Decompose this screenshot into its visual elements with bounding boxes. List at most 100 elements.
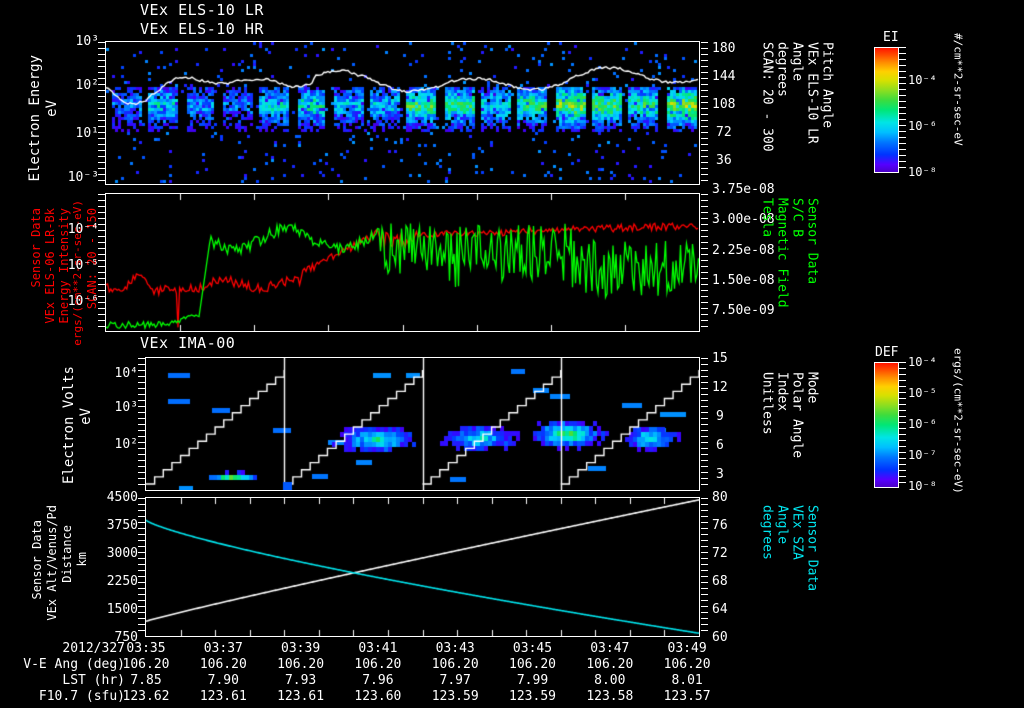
panel2-right-ytick-0: 3.75e-08 [712, 182, 775, 197]
table-cell-r1-c5: 106.20 [509, 657, 556, 672]
panel3-right-axis-label-1: Index [774, 372, 790, 412]
panel-electron-energy-spectrogram[interactable] [105, 41, 700, 185]
table-cell-r1-c1: 106.20 [199, 657, 247, 672]
panel3-right-ytick-4: 3 [716, 467, 724, 482]
panel1-colorbar-tick-1: 10⁻⁶ [908, 119, 937, 133]
panel3-title: VEx IMA-00 [140, 334, 236, 352]
table-cell-r0-c3: 03:41 [358, 641, 398, 656]
panel3-right-minor-ticks [701, 358, 708, 490]
panel3-right-axis-label-2: Polar Angle [789, 372, 805, 459]
panel1-ytick-3: 10⁻³ [67, 170, 99, 185]
table-cell-r3-c1: 123.61 [199, 689, 247, 704]
panel1-right-axis-label-3: VEx ELS-10 LR [804, 42, 820, 144]
panel2-ytick-1: 10⁻⁵ [67, 258, 99, 273]
panel3-colorbar-ticks [899, 362, 906, 488]
table-cell-r3-c0: 123.62 [122, 689, 170, 704]
panel4-left-axis-label-2: Distance [60, 525, 74, 583]
panel2-right-ytick-4: 7.50e-09 [712, 303, 775, 318]
panel4-right-ytick-4: 64 [712, 602, 728, 617]
panel1-right-minor-ticks [701, 42, 708, 184]
panel2-right-ytick-3: 1.50e-08 [712, 273, 775, 288]
table-cell-r2-c1: 7.90 [207, 673, 239, 688]
table-cell-r2-c0: 7.85 [130, 673, 162, 688]
table-row-label-1: V-E Ang (deg) [23, 657, 125, 672]
table-cell-r3-c7: 123.57 [663, 689, 711, 704]
table-cell-r0-c2: 03:39 [281, 641, 321, 656]
panel3-right-axis-label-0: Unitless [759, 372, 775, 435]
table-cell-r2-c7: 8.01 [671, 673, 703, 688]
panel1-right-ytick-3: 72 [716, 125, 732, 140]
panel3-colorbar-tick-1: 10⁻⁵ [908, 386, 937, 400]
panel2-right-axis-label-3: Tesla [759, 198, 775, 238]
panel2-right-ytick-1: 3.00e-08 [712, 212, 775, 227]
panel1-ytick-0: 10³ [75, 34, 99, 49]
panel1-colorbar-unit: #/cm**2-sr-sec-eV [951, 33, 965, 146]
panel2-ytick-0: 10⁻⁴ [67, 222, 99, 237]
panel4-left-minor-ticks [138, 498, 145, 636]
panel1-colorbar-tick-2: 10⁻⁸ [908, 165, 937, 179]
panel1-left-minor-ticks [98, 42, 105, 184]
panel3-colorbar [874, 362, 899, 488]
table-cell-r0-c4: 03:43 [435, 641, 475, 656]
table-cell-r3-c5: 123.59 [509, 689, 556, 704]
panel1-right-axis-label-0: SCAN: 20 - 300 [759, 42, 775, 152]
table-cell-r2-c2: 7.93 [284, 673, 317, 688]
panel1-title-line2: VEx ELS-10 HR [140, 20, 264, 38]
panel3-colorbar-tick-0: 10⁻⁴ [908, 355, 937, 369]
panel2-right-axis-label-0: Sensor Data [804, 198, 820, 285]
panel2-right-minor-ticks [701, 194, 708, 331]
panel4-ytick-1: 3750 [106, 518, 138, 533]
panel3-right-ytick-2: 9 [716, 409, 724, 424]
panel4-right-minor-ticks [701, 498, 708, 636]
table-row-label-2: LST (hr) [62, 673, 125, 688]
table-cell-r1-c6: 106.20 [586, 657, 634, 672]
panel1-right-axis-label-2: Angle [789, 42, 805, 82]
panel4-ytick-5: 750 [114, 630, 138, 645]
panel4-right-ytick-2: 72 [712, 546, 728, 561]
panel1-ytick-1: 10² [75, 78, 99, 93]
panel-ion-energy-spectrogram[interactable] [145, 357, 700, 491]
panel4-right-ytick-3: 68 [712, 574, 728, 589]
panel3-colorbar-unit: ergs/(cm**2-sr-sec-eV) [951, 348, 965, 494]
panel-altitude-sza[interactable] [145, 497, 700, 637]
panel4-left-axis-label-0: Sensor Data [30, 520, 44, 600]
table-cell-r0-c0: 03:35 [126, 641, 166, 656]
panel4-right-ytick-1: 76 [712, 518, 728, 533]
panel4-ytick-3: 2250 [106, 574, 138, 589]
panel4-ytick-2: 3000 [106, 546, 138, 561]
panel2-left-minor-ticks [98, 194, 105, 331]
panel4-right-axis-label-0: Sensor Data [804, 505, 820, 592]
panel3-colorbar-tick-3: 10⁻⁷ [908, 448, 937, 462]
panel4-right-axis-label-3: degrees [759, 505, 775, 560]
panel2-right-axis-label-1: S/C B [789, 198, 805, 238]
panel1-right-ytick-0: 180 [712, 41, 736, 56]
table-cell-r2-c3: 7.96 [362, 673, 394, 688]
panel3-ytick-0: 10⁴ [114, 366, 138, 381]
panel4-right-ytick-5: 60 [712, 630, 728, 645]
panel1-colorbar [874, 47, 899, 173]
panel2-right-axis-label-2: Magnetic Field [774, 198, 790, 308]
panel3-left-axis-label-1: Electron Volts [61, 366, 77, 485]
table-cell-r2-c6: 8.00 [594, 673, 626, 688]
panel4-ytick-0: 4500 [106, 490, 138, 505]
table-cell-r0-c1: 03:37 [203, 641, 243, 656]
panel1-right-ytick-1: 144 [712, 69, 736, 84]
panel1-right-axis-label-1: degrees [774, 42, 790, 97]
panel4-right-axis-label-1: VEx SZA [789, 505, 805, 560]
panel3-colorbar-tick-4: 10⁻⁸ [908, 479, 937, 493]
panel4-left-axis-label-1: VEx Alt/Venus/Pd [45, 505, 59, 621]
table-cell-r3-c3: 123.60 [354, 689, 402, 704]
table-cell-r0-c7: 03:49 [667, 641, 707, 656]
table-cell-r1-c2: 106.20 [277, 657, 325, 672]
panel3-colorbar-tick-2: 10⁻⁶ [908, 417, 937, 431]
panel4-right-axis-label-2: Angle [774, 505, 790, 545]
table-cell-r3-c6: 123.58 [586, 689, 634, 704]
table-cell-r2-c4: 7.97 [439, 673, 471, 688]
panel2-ytick-2: 10⁻⁶ [67, 294, 99, 309]
panel2-left-axis-label-0: Sensor Data [29, 208, 43, 288]
panel1-right-ytick-2: 108 [712, 97, 736, 112]
table-cell-r1-c3: 106.20 [354, 657, 402, 672]
table-cell-r2-c5: 7.99 [516, 673, 549, 688]
panel-energy-intensity-magnetic-field[interactable] [105, 193, 700, 332]
